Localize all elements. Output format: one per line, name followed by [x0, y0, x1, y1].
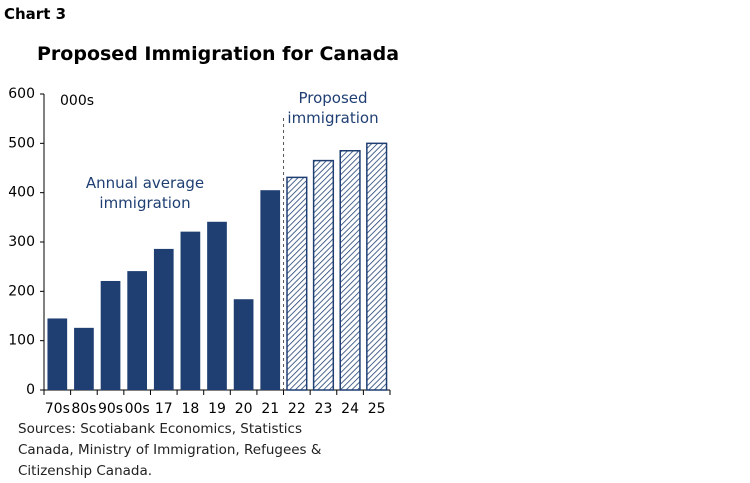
source-note: Sources: Scotiabank Economics, Statistic… — [18, 421, 322, 479]
x-tick-label: 17 — [155, 401, 173, 417]
x-tick-label: 20 — [235, 401, 253, 417]
bar — [100, 280, 121, 390]
chart-title: Proposed Immigration for Canada — [37, 43, 400, 65]
bar — [127, 271, 148, 390]
bar — [180, 231, 201, 390]
series-annotation: Proposed immigration — [287, 89, 379, 127]
bar — [47, 318, 68, 390]
bar — [153, 248, 174, 390]
x-tick-label: 70s — [45, 401, 70, 417]
x-tick-label: 18 — [181, 401, 199, 417]
x-tick-label: 00s — [125, 401, 150, 417]
bar — [260, 190, 281, 390]
bar — [366, 142, 388, 391]
bar — [339, 149, 361, 391]
bar — [207, 221, 227, 390]
chart-label: Chart 3 — [4, 5, 67, 23]
y-axis-unit: 000s — [60, 93, 94, 109]
x-tick-label: 23 — [315, 401, 333, 417]
y-tick-label: 500 — [8, 135, 35, 151]
x-tick-label: 21 — [261, 401, 279, 417]
y-tick-label: 300 — [8, 234, 35, 250]
bar — [74, 327, 94, 390]
x-tick-label: 22 — [288, 401, 306, 417]
y-tick-label: 400 — [8, 185, 35, 201]
bar — [233, 299, 254, 390]
x-tick-label: 25 — [368, 401, 386, 417]
y-tick-label: 100 — [8, 333, 35, 349]
y-tick-label: 0 — [26, 382, 35, 398]
y-tick-label: 600 — [8, 86, 35, 102]
x-tick-label: 24 — [341, 401, 359, 417]
x-tick-label: 80s — [71, 401, 96, 417]
x-tick-label: 90s — [98, 401, 123, 417]
series-annotation: Annual average immigration — [85, 174, 205, 212]
y-tick-label: 200 — [8, 283, 35, 299]
bar — [312, 159, 335, 391]
x-tick-label: 19 — [208, 401, 226, 417]
bar — [286, 176, 308, 391]
